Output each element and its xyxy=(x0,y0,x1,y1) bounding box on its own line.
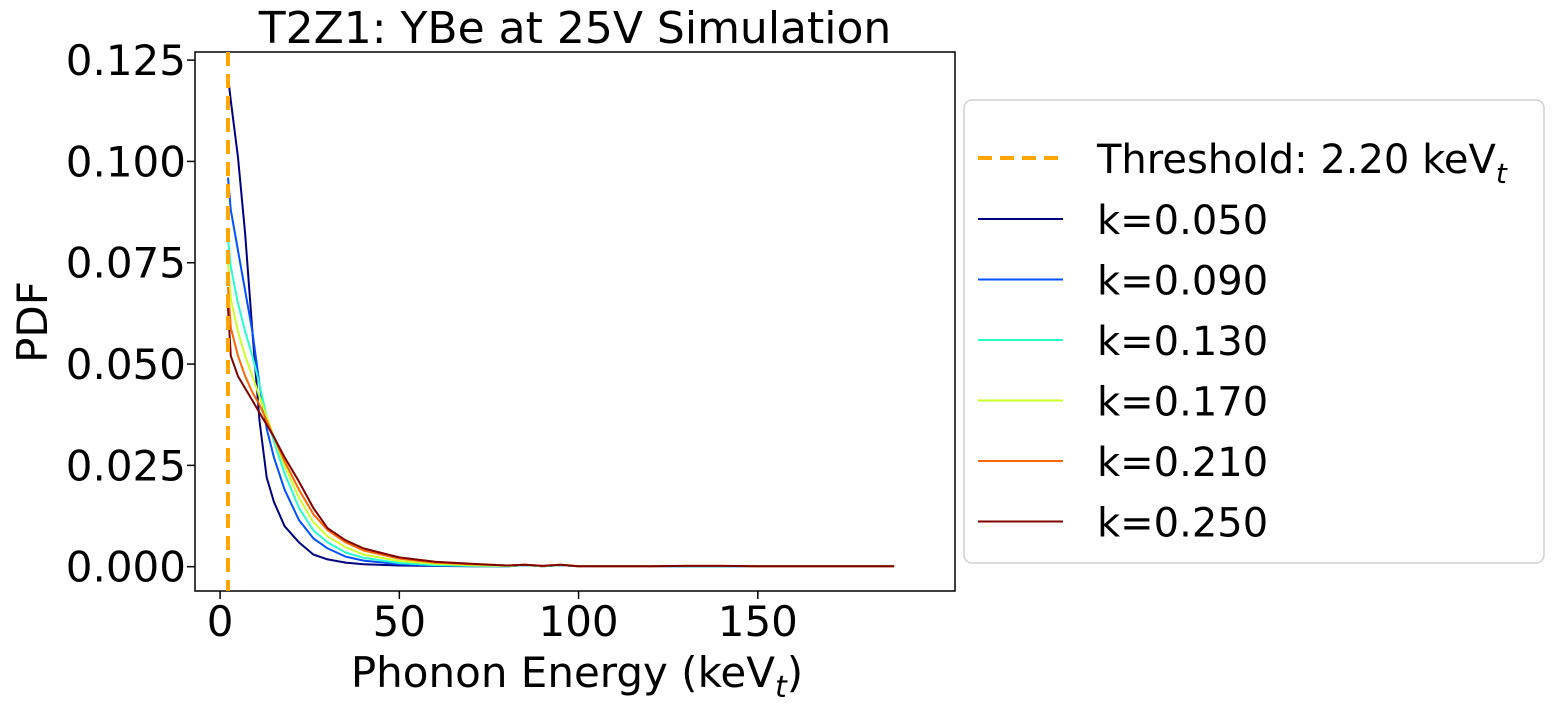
x-tick-label: 150 xyxy=(718,597,798,646)
legend-label-4: k=0.170 xyxy=(1097,380,1268,426)
series-line-2 xyxy=(227,177,895,568)
y-tick-label: 0.100 xyxy=(66,137,186,186)
x-tick-label: 50 xyxy=(373,597,426,646)
y-tick-label: 0.075 xyxy=(66,239,186,288)
legend-frame xyxy=(963,99,1545,564)
x-axis-label: Phonon Energy (keVt) xyxy=(351,648,803,705)
y-axis-label: PDF xyxy=(8,281,57,363)
legend-label-6: k=0.250 xyxy=(1097,501,1268,547)
plot-frame xyxy=(194,51,956,592)
series-line-3 xyxy=(227,238,895,568)
y-tick-label: 0.050 xyxy=(66,340,186,389)
series-line-5 xyxy=(227,287,895,568)
series-line-4 xyxy=(227,262,895,568)
legend-label-5: k=0.210 xyxy=(1097,440,1268,486)
legend-threshold-label: Threshold: 2.20 keVt xyxy=(1096,137,1508,190)
legend: Threshold: 2.20 keVt k=0.050 k=0.090 k=0.1… xyxy=(963,99,1545,564)
series-layer xyxy=(227,76,895,568)
legend-series: k=0.050 k=0.090 k=0.130 k=0.170 k=0.210 k=0.2… xyxy=(978,198,1268,547)
y-tick-label: 0.125 xyxy=(66,36,186,85)
plot-area xyxy=(194,51,956,592)
legend-label-3: k=0.130 xyxy=(1097,319,1268,365)
x-tick-label: 0 xyxy=(207,597,234,646)
y-tick-label: 0.025 xyxy=(66,441,186,490)
series-line-1 xyxy=(227,76,895,568)
y-tick-label: 0.000 xyxy=(66,543,186,592)
x-axis-ticks: 0 50 100 150 xyxy=(207,591,798,646)
legend-threshold-subscript: t xyxy=(1496,157,1508,190)
chart-title: T2Z1: YBe at 25V Simulation xyxy=(258,3,892,54)
y-axis-ticks: 0.000 0.025 0.050 0.075 0.100 0.125 xyxy=(66,36,195,592)
legend-label-2: k=0.090 xyxy=(1097,259,1268,305)
series-line-6 xyxy=(227,307,895,568)
x-tick-label: 100 xyxy=(538,597,618,646)
legend-label-1: k=0.050 xyxy=(1097,198,1268,244)
x-axis-label-subscript: t xyxy=(775,670,788,705)
